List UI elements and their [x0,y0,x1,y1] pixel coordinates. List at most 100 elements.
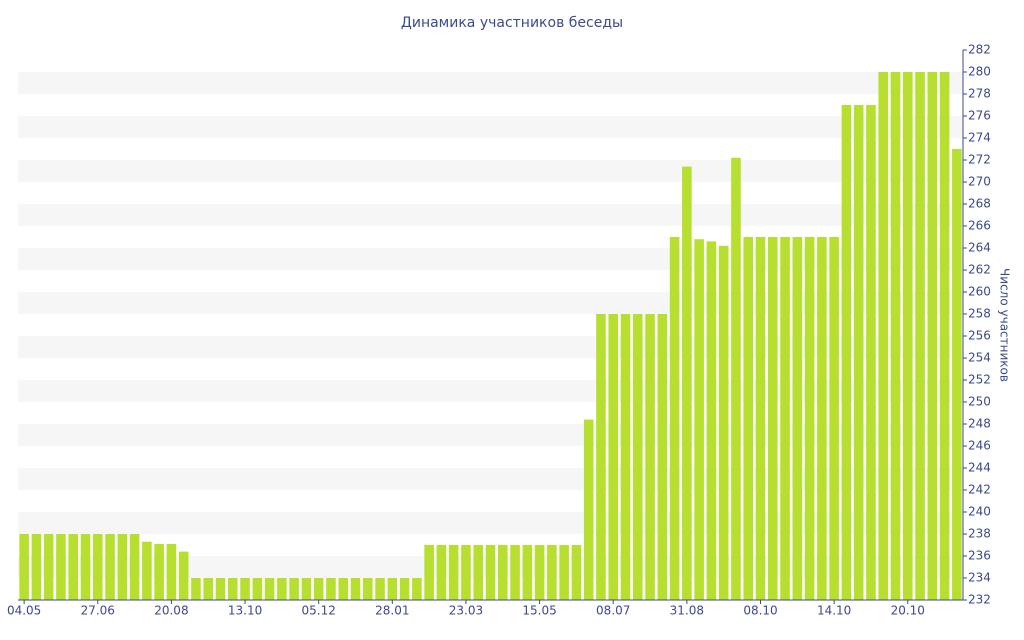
bar [326,578,336,600]
bar [264,578,275,600]
bar [56,534,66,600]
x-tick-label: 31.08 [670,604,704,618]
y-tick-label: 238 [968,527,991,541]
bar [362,578,373,600]
y-tick-label: 246 [968,439,991,453]
grid-band [18,72,963,94]
bar [718,245,729,601]
bar [289,578,299,600]
bar [473,545,484,600]
y-tick-label: 274 [968,131,991,145]
bar [731,157,741,601]
bar [68,534,79,600]
bar [142,541,152,600]
y-tick-label: 258 [968,307,991,321]
bar [952,149,962,600]
bar [412,578,422,600]
bar [203,578,214,600]
x-tick-label: 27.06 [81,604,115,618]
bar [387,578,398,600]
bar [178,551,189,600]
grid-band [18,204,963,226]
bar [706,241,717,600]
y-tick-label: 268 [968,197,991,211]
bar [645,314,655,600]
x-tick-label: 28.01 [375,604,409,618]
bar [19,534,29,600]
bar [522,545,533,600]
y-tick-label: 256 [968,329,991,343]
bar [669,237,680,600]
bar [817,237,827,600]
bar [436,545,447,600]
y-tick-label: 254 [968,351,991,365]
y-tick-label: 260 [968,285,991,299]
bar [92,534,103,600]
bar [301,578,312,600]
bar [853,105,864,600]
bar [191,578,201,600]
bar [878,72,889,600]
bar [682,166,692,600]
bar [313,578,324,600]
bar [915,72,925,600]
bar [240,578,250,600]
bar [657,314,668,600]
x-tick-label: 08.10 [743,604,777,618]
bar [596,314,606,600]
bar [277,578,287,600]
x-tick-label: 20.10 [891,604,925,618]
bar [510,545,520,600]
bar [780,237,790,600]
bar [939,72,950,600]
chart-title: Динамика участников беседы [401,15,623,31]
bar [841,105,852,600]
y-tick-label: 250 [968,395,991,409]
bar [485,545,496,600]
x-tick-label: 13.10 [228,604,262,618]
bar [608,314,619,600]
bar [583,419,594,600]
grid-band [18,116,963,138]
y-tick-label: 248 [968,417,991,431]
bar [154,543,164,600]
bar [559,545,569,600]
x-tick-label: 05.12 [302,604,336,618]
bar [497,545,508,600]
bar [461,545,471,600]
bar [866,105,876,600]
bar [399,578,410,600]
y-tick-label: 240 [968,505,991,519]
x-tick-label: 20.08 [154,604,188,618]
bar [571,545,582,600]
y-tick-label: 280 [968,65,991,79]
y-tick-label: 244 [968,461,991,475]
bar [743,237,754,600]
bar [350,578,361,600]
x-tick-label: 04.05 [7,604,41,618]
bar [227,578,238,600]
bar [547,545,557,600]
bar [31,534,42,600]
x-tick-label: 15.05 [522,604,556,618]
bar [829,237,839,600]
x-tick-label: 23.03 [449,604,483,618]
bar [80,534,91,600]
y-tick-label: 282 [968,43,991,57]
y-axis-label: Число участников [998,268,1012,382]
y-tick-label: 278 [968,87,991,101]
bar [694,239,704,600]
bar [338,578,349,600]
y-tick-label: 264 [968,241,991,255]
y-tick-label: 234 [968,571,991,585]
bar [804,237,815,600]
bar [448,545,459,600]
bar [534,545,545,600]
bar [927,72,938,600]
bar [129,534,140,600]
bar [767,237,778,600]
bar [620,314,631,600]
x-tick-label: 14.10 [817,604,851,618]
